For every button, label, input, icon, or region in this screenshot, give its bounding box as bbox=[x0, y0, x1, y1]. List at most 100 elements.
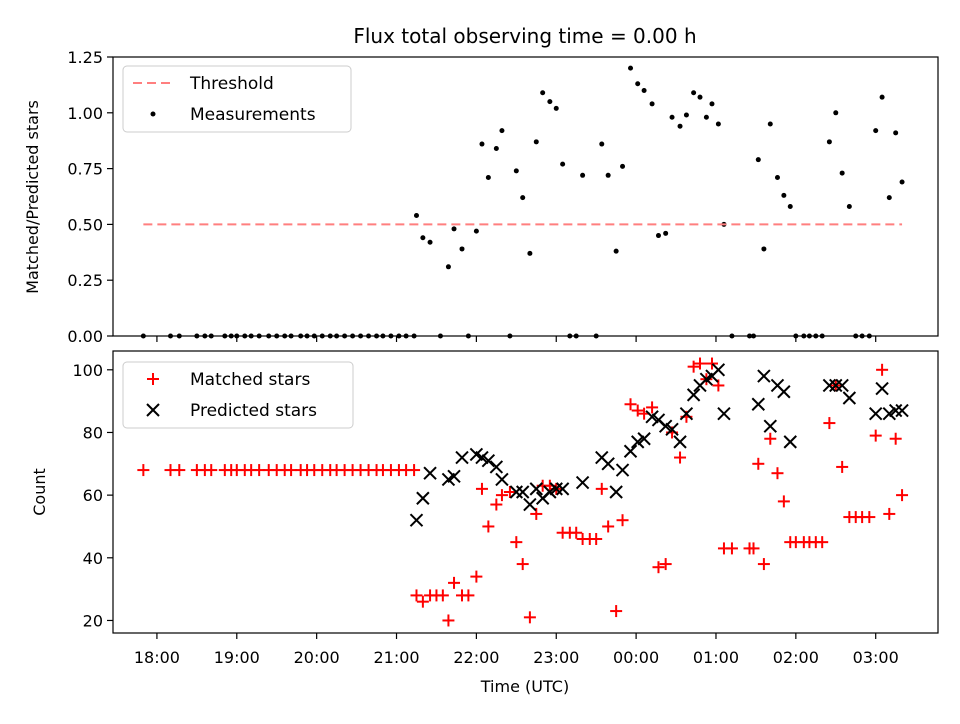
measurement-point bbox=[451, 226, 457, 232]
x-tick-label: 22:00 bbox=[453, 648, 499, 667]
matched-star-marker bbox=[705, 357, 718, 370]
bottom-y-tick-label: 60 bbox=[83, 486, 103, 505]
predicted-star-marker bbox=[455, 450, 469, 465]
matched-star-marker bbox=[659, 558, 672, 571]
measurement-point bbox=[703, 114, 709, 120]
legend-matched-label: Matched stars bbox=[190, 370, 310, 390]
measurement-point bbox=[697, 94, 703, 100]
predicted-star-marker bbox=[673, 435, 687, 449]
measurement-point bbox=[781, 192, 787, 198]
predicted-star-marker bbox=[489, 460, 504, 474]
matched-star-marker bbox=[490, 498, 503, 511]
measurement-point bbox=[613, 248, 619, 254]
predicted-star-marker bbox=[763, 419, 777, 433]
matched-star-marker bbox=[570, 526, 583, 539]
bottom-y-tick-label: 100 bbox=[72, 361, 103, 380]
matched-star-marker bbox=[595, 482, 608, 495]
measurement-point bbox=[846, 204, 852, 210]
predicted-star-marker bbox=[609, 485, 623, 499]
bottom-x-axis: 18:00 19:00 20:00 21:00 22:00 23:00 00:00 01:00… bbox=[134, 633, 899, 667]
matched-star-marker bbox=[523, 611, 536, 624]
predicted-star-marker bbox=[475, 450, 489, 465]
measurement-point bbox=[774, 175, 780, 181]
matched-star-marker bbox=[442, 614, 455, 627]
matched-star-marker bbox=[764, 432, 777, 445]
matched-star-marker bbox=[725, 542, 738, 555]
matched-star-marker bbox=[462, 589, 475, 602]
predicted-star-marker bbox=[835, 378, 849, 393]
matched-stars-series bbox=[137, 357, 909, 627]
predicted-star-marker bbox=[888, 403, 903, 418]
predicted-star-marker bbox=[631, 435, 645, 449]
predicted-star-marker bbox=[447, 469, 461, 484]
bottom-plot-frame bbox=[112, 350, 939, 634]
measurement-point bbox=[677, 123, 683, 129]
matched-star-marker bbox=[205, 464, 218, 477]
measurement-point bbox=[493, 146, 499, 152]
measurement-point bbox=[899, 179, 905, 185]
matched-star-marker bbox=[408, 464, 421, 477]
legend-predicted-label: Predicted stars bbox=[190, 401, 317, 421]
bottom-y-tick-label: 80 bbox=[83, 423, 103, 442]
x-tick-label: 02:00 bbox=[773, 648, 819, 667]
x-axis-label: Time (UTC) bbox=[480, 677, 569, 696]
matched-star-marker bbox=[495, 489, 508, 502]
bottom-panel: 20 40 60 80 100 18:00 19:00 20:00 21:00 22:00 23:… bbox=[30, 350, 939, 696]
measurement-point bbox=[473, 228, 479, 234]
predicted-star-marker bbox=[665, 422, 679, 437]
measurement-point bbox=[873, 128, 879, 134]
predicted-star-marker bbox=[751, 397, 766, 411]
matched-star-marker bbox=[777, 495, 790, 508]
predicted-star-marker bbox=[575, 475, 590, 490]
measurement-point bbox=[527, 250, 533, 256]
matched-star-marker bbox=[694, 357, 707, 370]
legend-matched-swatch bbox=[147, 373, 159, 385]
top-y-axis: 0.00 0.25 0.50 0.75 1.00 1.25 bbox=[67, 48, 113, 346]
measurement-point bbox=[620, 163, 626, 169]
matched-star-marker bbox=[816, 536, 829, 549]
measurement-point bbox=[683, 112, 689, 118]
measurement-point bbox=[691, 90, 697, 96]
predicted-star-marker bbox=[555, 482, 570, 496]
matched-star-marker bbox=[757, 558, 770, 571]
top-y-tick-label: 0.50 bbox=[67, 215, 103, 234]
top-legend: Threshold Measurements bbox=[122, 65, 352, 133]
measurement-point bbox=[560, 161, 566, 167]
measurement-point bbox=[605, 172, 611, 178]
bottom-y-axis: 20 40 60 80 100 bbox=[72, 361, 113, 630]
matched-star-marker bbox=[602, 520, 615, 533]
matched-star-marker bbox=[876, 363, 889, 376]
predicted-star-marker bbox=[543, 485, 557, 499]
measurement-point bbox=[445, 264, 451, 270]
legend-measurements-swatch bbox=[150, 111, 156, 117]
matched-star-marker bbox=[863, 511, 876, 524]
measurement-point bbox=[663, 230, 669, 236]
predicted-star-marker bbox=[615, 463, 630, 477]
predicted-star-marker bbox=[868, 406, 883, 421]
top-x-ticks bbox=[156, 336, 877, 342]
bottom-y-axis-label: Count bbox=[30, 468, 49, 516]
predicted-star-marker bbox=[495, 472, 509, 487]
matched-star-marker bbox=[516, 558, 529, 571]
matched-star-marker bbox=[869, 429, 882, 442]
x-tick-label: 01:00 bbox=[693, 648, 739, 667]
predicted-star-marker bbox=[882, 406, 896, 421]
top-y-tick-label: 0.75 bbox=[67, 160, 103, 179]
chart-title: Flux total observing time = 0.00 h bbox=[353, 24, 696, 48]
measurement-point bbox=[635, 81, 641, 87]
measurement-point bbox=[879, 94, 885, 100]
top-legend-frame bbox=[122, 65, 352, 133]
predicted-star-marker bbox=[601, 457, 615, 471]
predicted-star-marker bbox=[515, 485, 530, 499]
predicted-star-marker bbox=[822, 378, 837, 393]
x-tick-label: 19:00 bbox=[214, 648, 260, 667]
measurement-point bbox=[655, 233, 661, 239]
measurement-point bbox=[599, 141, 605, 147]
top-y-tick-label: 0.25 bbox=[67, 271, 103, 290]
legend-threshold-label: Threshold bbox=[189, 74, 274, 94]
predicted-star-marker bbox=[637, 432, 651, 446]
legend-predicted-swatch bbox=[146, 403, 160, 417]
predicted-star-marker bbox=[842, 391, 857, 405]
matched-star-marker bbox=[896, 489, 909, 502]
